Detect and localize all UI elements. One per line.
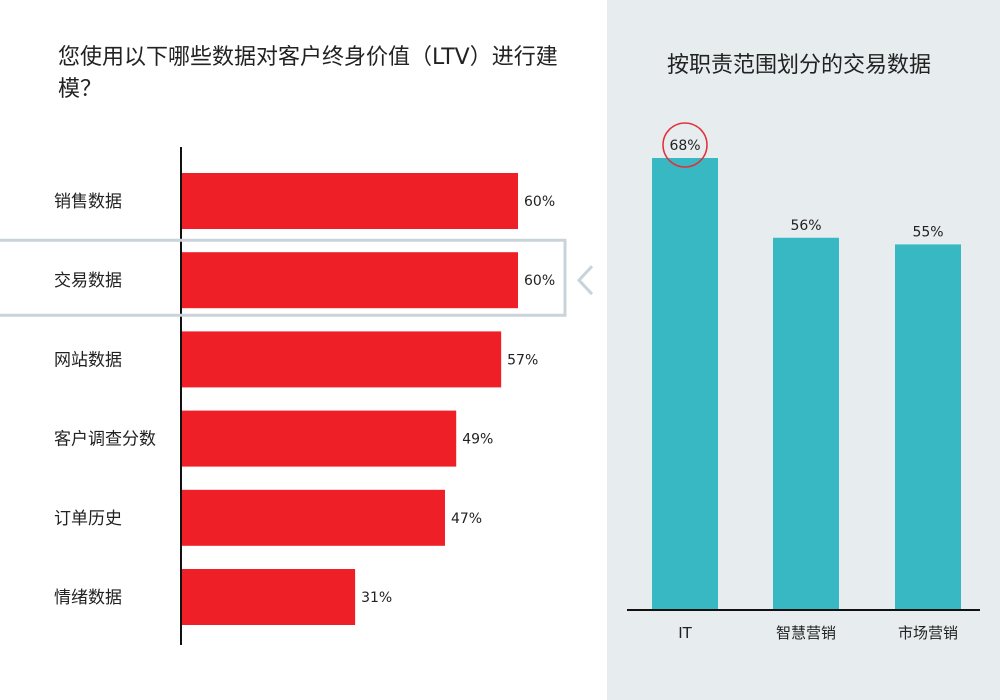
category-label-1: 交易数据	[54, 271, 122, 291]
bar-0	[181, 173, 518, 229]
right-chart-title: 按职责范围划分的交易数据	[667, 53, 932, 78]
value-label-1: 60%	[524, 273, 555, 289]
right-bar-chart: 68% IT 56% 智慧营销 55% 市场营销	[627, 122, 980, 642]
left-bar-chart: 销售数据 60% 交易数据 60% 网站数据 57% 客户调查分数 49% 订单历史 47% 情绪数…	[54, 147, 555, 645]
column-2	[895, 244, 961, 611]
category-label-2: 网站数据	[54, 350, 122, 370]
bar-3	[181, 410, 457, 467]
bar-2	[181, 331, 502, 388]
x-tick-label-0: IT	[678, 624, 692, 642]
category-label-0: 销售数据	[54, 192, 122, 212]
left-chart-panel: 您使用以下哪些数据对客户终身价值（LTV）进行建模？ 销售数据 60% 交易数据 60…	[54, 45, 558, 645]
bar-5	[181, 569, 356, 625]
column-value-label-2: 55%	[912, 224, 943, 240]
value-label-3: 49%	[462, 432, 493, 448]
value-label-5: 31%	[361, 590, 392, 606]
left-chart-title: 您使用以下哪些数据对客户终身价值（LTV）进行建模？	[58, 45, 558, 102]
category-label-4: 订单历史	[54, 509, 122, 529]
category-label-5: 情绪数据	[54, 588, 122, 608]
right-chart-panel: 按职责范围划分的交易数据 68% IT 56% 智慧营销 55% 市场营销	[607, 0, 1000, 700]
column-value-label-1: 56%	[790, 218, 821, 234]
column-1	[773, 237, 839, 610]
column-value-label-0: 68%	[669, 138, 700, 154]
x-tick-label-1: 智慧营销	[776, 624, 836, 642]
bar-4	[181, 489, 445, 546]
value-label-2: 57%	[507, 352, 538, 368]
highlight-circle	[662, 122, 708, 168]
bar-1	[181, 252, 518, 309]
x-tick-label-2: 市场营销	[898, 624, 958, 642]
column-0	[652, 158, 718, 610]
category-label-3: 客户调查分数	[54, 430, 156, 450]
value-label-0: 60%	[524, 194, 555, 210]
value-label-4: 47%	[451, 511, 482, 527]
